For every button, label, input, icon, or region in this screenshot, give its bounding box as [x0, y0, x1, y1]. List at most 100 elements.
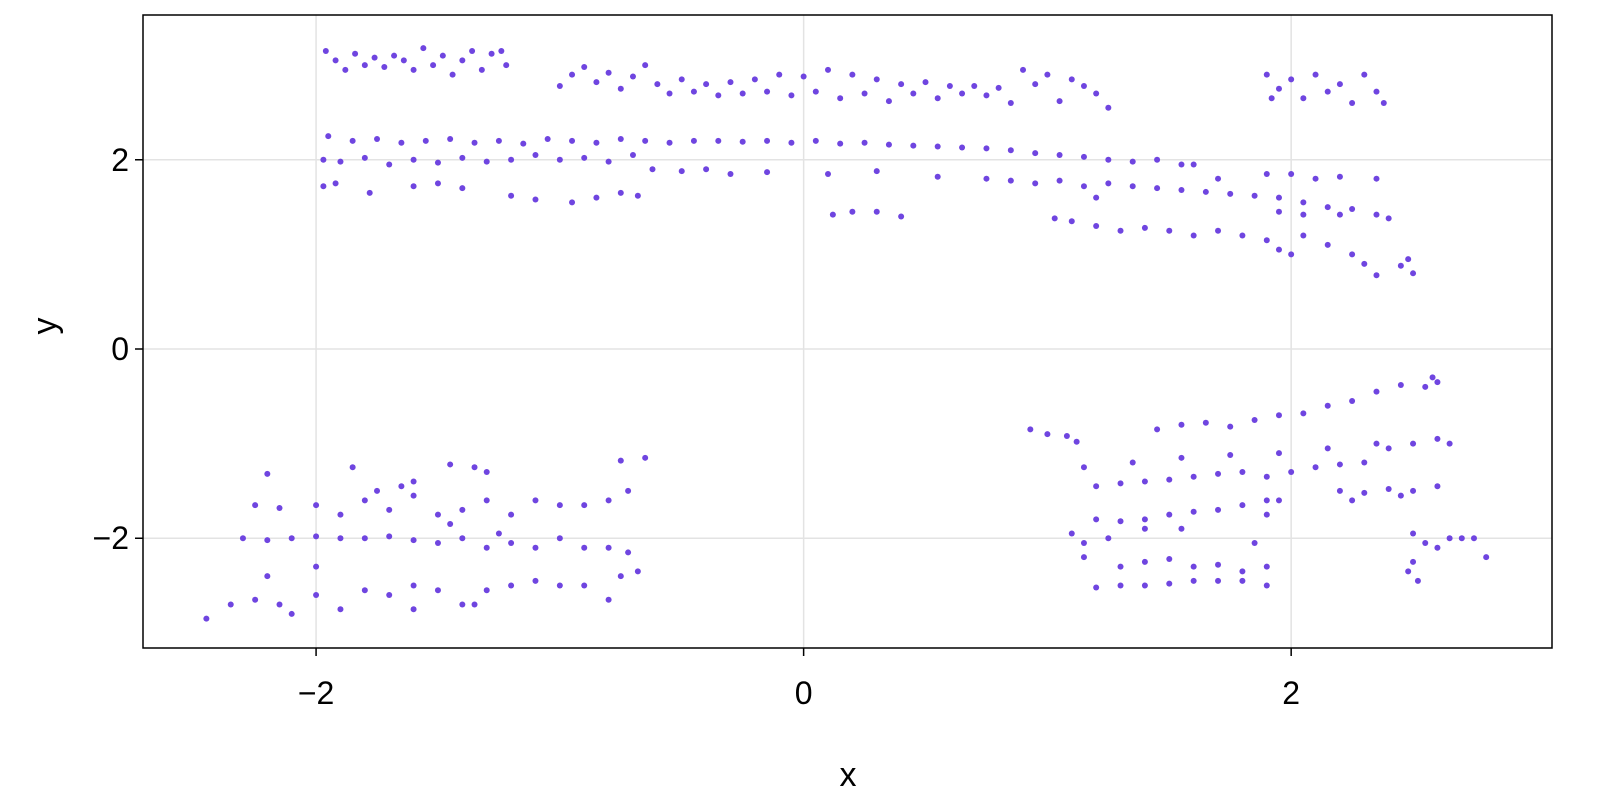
- scatter-point: [252, 502, 259, 509]
- scatter-point: [617, 85, 624, 92]
- scatter-point: [264, 537, 271, 544]
- scatter-point: [410, 537, 417, 544]
- scatter-point: [1312, 464, 1319, 471]
- scatter-point: [483, 469, 490, 476]
- scatter-point: [447, 461, 454, 468]
- scatter-point: [971, 82, 978, 89]
- scatter-point: [1190, 473, 1197, 480]
- scatter-point: [715, 92, 722, 99]
- scatter-point: [946, 82, 953, 89]
- scatter-point: [1422, 383, 1429, 390]
- scatter-point: [1336, 461, 1343, 468]
- scatter-point: [1434, 435, 1441, 442]
- scatter-point: [1336, 81, 1343, 88]
- scatter-point: [1007, 147, 1014, 154]
- scatter-point: [1215, 577, 1222, 584]
- scatter-point: [824, 170, 831, 177]
- scatter-point: [366, 189, 373, 196]
- scatter-point: [1215, 561, 1222, 568]
- scatter-point: [508, 511, 515, 518]
- scatter-point: [1405, 256, 1412, 263]
- scatter-point: [1446, 440, 1453, 447]
- scatter-point: [1093, 223, 1100, 229]
- scatter-point: [1349, 251, 1356, 258]
- scatter-point: [1117, 582, 1124, 589]
- scatter-point: [1373, 440, 1380, 447]
- scatter-point: [337, 158, 344, 165]
- scatter-point: [1068, 218, 1075, 225]
- x-axis-label: x: [840, 756, 857, 794]
- scatter-point: [508, 539, 515, 546]
- scatter-point: [1263, 170, 1270, 177]
- scatter-point: [544, 135, 551, 142]
- scatter-point: [532, 544, 539, 551]
- scatter-point: [1239, 232, 1246, 239]
- scatter-point: [342, 66, 349, 73]
- scatter-point: [1166, 476, 1173, 483]
- scatter-point: [556, 156, 563, 163]
- scatter-point: [1154, 185, 1161, 192]
- scatter-point: [1324, 445, 1331, 452]
- y-tick-label: −2: [93, 520, 129, 556]
- scatter-point: [434, 159, 441, 166]
- scatter-point: [410, 478, 417, 485]
- scatter-point: [410, 492, 417, 499]
- x-tick-label: −2: [298, 675, 334, 711]
- scatter-point: [581, 154, 588, 161]
- scatter-point: [1141, 516, 1148, 523]
- scatter-point: [483, 544, 490, 551]
- scatter-point: [1458, 535, 1465, 542]
- scatter-point: [1263, 497, 1270, 504]
- scatter-point: [483, 587, 490, 594]
- scatter-point: [1373, 175, 1380, 182]
- scatter-point: [634, 568, 641, 575]
- scatter-point: [1275, 208, 1282, 215]
- scatter-point: [1336, 487, 1343, 494]
- scatter-point: [410, 183, 417, 190]
- scatter-point: [349, 464, 356, 471]
- scatter-point: [386, 161, 393, 168]
- scatter-point: [1397, 381, 1404, 388]
- scatter-point: [605, 596, 612, 603]
- scatter-point: [1068, 530, 1075, 537]
- scatter-point: [532, 497, 539, 504]
- scatter-point: [1300, 211, 1307, 218]
- y-axis-label: y: [26, 318, 64, 335]
- scatter-point: [447, 135, 454, 142]
- scatter-point: [1373, 211, 1380, 218]
- scatter-point: [264, 470, 271, 477]
- scatter-point: [1361, 459, 1368, 466]
- scatter-point: [605, 158, 612, 165]
- scatter-point: [1093, 90, 1100, 97]
- scatter-point: [1336, 211, 1343, 218]
- scatter-point: [1263, 473, 1270, 480]
- scatter-point: [1093, 483, 1100, 490]
- scatter-point: [1190, 232, 1197, 239]
- scatter-point: [508, 192, 515, 199]
- scatter-point: [812, 137, 819, 144]
- scatter-point: [1178, 187, 1185, 194]
- scatter-point: [593, 79, 600, 86]
- scatter-point: [483, 497, 490, 504]
- scatter-point: [532, 577, 539, 584]
- scatter-point: [625, 549, 632, 556]
- scatter-point: [1373, 272, 1380, 279]
- scatter-point: [1429, 374, 1436, 381]
- scatter-point: [1190, 563, 1197, 570]
- scatter-point: [1027, 426, 1034, 433]
- scatter-point: [1056, 177, 1063, 184]
- scatter-point: [1324, 241, 1331, 248]
- scatter-point: [532, 152, 539, 159]
- scatter-point: [349, 137, 356, 144]
- scatter-point: [1056, 152, 1063, 159]
- scatter-point: [459, 185, 466, 192]
- scatter-point: [1239, 469, 1246, 476]
- scatter-point: [1446, 535, 1453, 542]
- scatter-point: [1063, 433, 1070, 440]
- scatter-point: [1093, 194, 1100, 201]
- scatter-point: [532, 196, 539, 203]
- scatter-point: [508, 582, 515, 589]
- scatter-point: [1227, 423, 1234, 430]
- scatter-point: [276, 504, 283, 511]
- scatter-point: [1227, 190, 1234, 197]
